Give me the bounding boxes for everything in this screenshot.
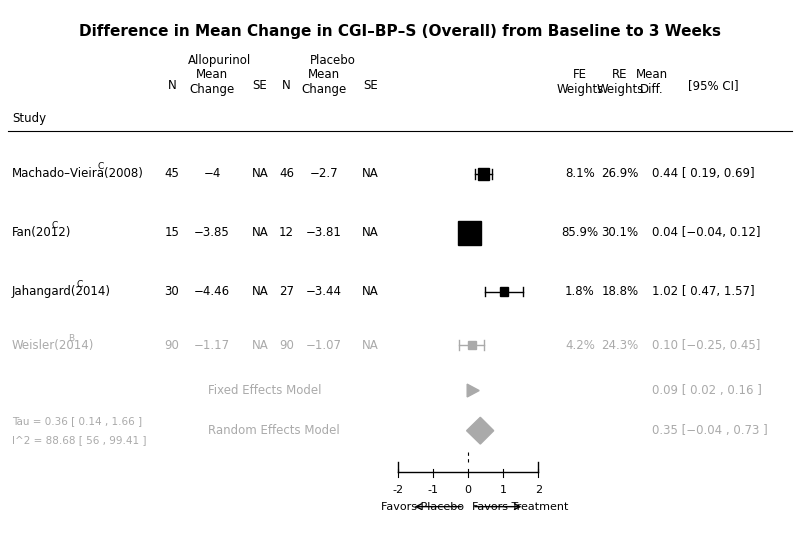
Text: −2.7: −2.7 — [310, 167, 338, 180]
Text: 24.3%: 24.3% — [602, 339, 638, 351]
Text: SE: SE — [253, 79, 267, 92]
Text: NA: NA — [252, 226, 268, 239]
Text: Study: Study — [12, 112, 46, 125]
Text: Random Effects Model: Random Effects Model — [208, 424, 340, 437]
Text: 90: 90 — [165, 339, 179, 351]
Text: 46: 46 — [279, 167, 294, 180]
Text: [95% CI]: [95% CI] — [688, 79, 738, 92]
Text: 2: 2 — [535, 485, 542, 495]
Text: Weisler(2014): Weisler(2014) — [12, 339, 94, 351]
Text: 30: 30 — [165, 285, 179, 298]
Text: I^2 = 88.68 [ 56 , 99.41 ]: I^2 = 88.68 [ 56 , 99.41 ] — [12, 435, 146, 445]
Text: Favors Treatment: Favors Treatment — [472, 502, 568, 511]
Text: 0.10 [−0.25, 0.45]: 0.10 [−0.25, 0.45] — [652, 339, 760, 351]
Text: 15: 15 — [165, 226, 179, 239]
Text: 85.9%: 85.9% — [562, 226, 598, 239]
Text: 90: 90 — [279, 339, 294, 351]
Text: Favors Placebo: Favors Placebo — [381, 502, 464, 511]
Text: Fixed Effects Model: Fixed Effects Model — [208, 384, 322, 397]
Text: N: N — [282, 79, 290, 92]
Text: Difference in Mean Change in CGI–BP–S (Overall) from Baseline to 3 Weeks: Difference in Mean Change in CGI–BP–S (O… — [79, 24, 721, 39]
Text: 0.35 [−0.04 , 0.73 ]: 0.35 [−0.04 , 0.73 ] — [652, 424, 768, 437]
Text: 30.1%: 30.1% — [602, 226, 638, 239]
Text: −3.44: −3.44 — [306, 285, 342, 298]
Text: −1.17: −1.17 — [194, 339, 230, 351]
Text: N: N — [168, 79, 176, 92]
Text: Tau = 0.36 [ 0.14 , 1.66 ]: Tau = 0.36 [ 0.14 , 1.66 ] — [12, 416, 142, 426]
Text: Allopurinol: Allopurinol — [188, 54, 252, 67]
Text: SE: SE — [363, 79, 378, 92]
Text: C: C — [52, 221, 58, 230]
Text: C: C — [77, 280, 83, 289]
Text: 27: 27 — [279, 285, 294, 298]
Text: C: C — [98, 163, 104, 171]
Text: −3.81: −3.81 — [306, 226, 342, 239]
Text: Fan(2012): Fan(2012) — [12, 226, 71, 239]
Text: NA: NA — [252, 285, 268, 298]
Text: Mean
Diff.: Mean Diff. — [636, 68, 668, 96]
Text: Jahangard(2014): Jahangard(2014) — [12, 285, 111, 298]
Text: −3.85: −3.85 — [194, 226, 230, 239]
Text: 4.2%: 4.2% — [565, 339, 595, 351]
Text: Mean
Change: Mean Change — [302, 68, 346, 96]
Text: B: B — [69, 334, 74, 342]
Text: −1.07: −1.07 — [306, 339, 342, 351]
Text: 0.09 [ 0.02 , 0.16 ]: 0.09 [ 0.02 , 0.16 ] — [652, 384, 762, 397]
Text: 8.1%: 8.1% — [565, 167, 595, 180]
Text: NA: NA — [252, 167, 268, 180]
Text: NA: NA — [362, 339, 378, 351]
Text: RE
Weights: RE Weights — [596, 68, 644, 96]
Text: 18.8%: 18.8% — [602, 285, 638, 298]
Text: 45: 45 — [165, 167, 179, 180]
Text: Placebo: Placebo — [310, 54, 355, 67]
Text: FE
Weights: FE Weights — [556, 68, 604, 96]
Text: 26.9%: 26.9% — [602, 167, 638, 180]
Text: NA: NA — [362, 226, 378, 239]
Text: NA: NA — [362, 285, 378, 298]
Text: 12: 12 — [279, 226, 294, 239]
Text: -1: -1 — [427, 485, 438, 495]
Text: Mean
Change: Mean Change — [190, 68, 234, 96]
Text: Machado–Vieira(2008): Machado–Vieira(2008) — [12, 167, 144, 180]
Text: 1.02 [ 0.47, 1.57]: 1.02 [ 0.47, 1.57] — [652, 285, 754, 298]
Text: 0.04 [−0.04, 0.12]: 0.04 [−0.04, 0.12] — [652, 226, 761, 239]
Text: NA: NA — [362, 167, 378, 180]
Text: 1: 1 — [500, 485, 506, 495]
Text: -2: -2 — [392, 485, 403, 495]
Text: 0: 0 — [465, 485, 471, 495]
Text: 1.8%: 1.8% — [565, 285, 595, 298]
Text: −4: −4 — [203, 167, 221, 180]
Text: 0.44 [ 0.19, 0.69]: 0.44 [ 0.19, 0.69] — [652, 167, 754, 180]
Text: −4.46: −4.46 — [194, 285, 230, 298]
Text: NA: NA — [252, 339, 268, 351]
